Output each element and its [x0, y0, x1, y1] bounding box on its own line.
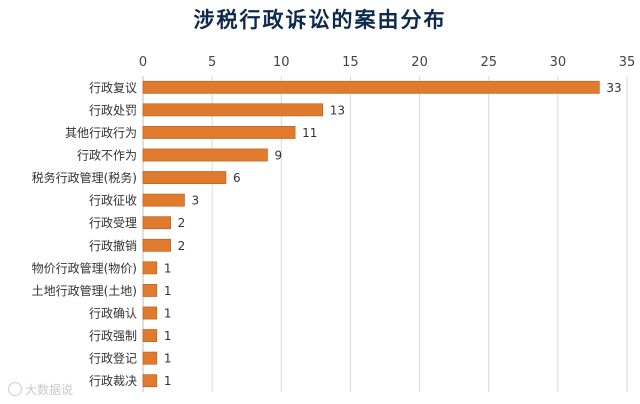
bar — [142, 193, 185, 207]
data-label: 1 — [164, 307, 172, 321]
x-tick-label: 30 — [550, 55, 567, 70]
category-label: 其他行政行为 — [65, 126, 137, 140]
category-label: 行政强制 — [89, 329, 137, 343]
category-label: 行政登记 — [89, 351, 137, 366]
category-label: 行政处罚 — [89, 103, 137, 117]
watermark-text: 大数据说 — [25, 383, 74, 397]
x-tick-label: 35 — [619, 55, 636, 70]
data-label: 2 — [178, 239, 186, 253]
category-label: 行政不作为 — [77, 149, 137, 163]
data-label: 1 — [164, 261, 172, 275]
bar — [142, 351, 158, 365]
bar — [142, 126, 296, 139]
category-label: 税务行政管理(税务) — [32, 170, 137, 185]
category-label: 土地行政管理(土地) — [32, 283, 137, 298]
category-label: 物价行政管理(物价) — [32, 260, 137, 275]
bar — [142, 284, 158, 297]
data-label: 3 — [191, 194, 199, 208]
bar — [142, 80, 600, 94]
chart-title: 涉税行政诉讼的案由分布 — [193, 7, 447, 32]
category-label: 行政复议 — [89, 81, 137, 95]
data-label: 1 — [164, 374, 172, 388]
bar — [142, 329, 158, 342]
category-label: 行政受理 — [89, 216, 137, 230]
category-label: 行政裁决 — [89, 374, 137, 388]
x-tick-label: 5 — [208, 55, 216, 70]
bar — [142, 261, 158, 275]
data-label: 9 — [274, 149, 282, 163]
bar — [142, 374, 158, 388]
category-label: 行政确认 — [89, 307, 137, 321]
watermark-logo-icon — [8, 382, 22, 396]
x-tick-label: 0 — [139, 55, 147, 70]
data-label: 33 — [606, 81, 621, 95]
bar — [142, 306, 158, 320]
bar — [142, 103, 324, 117]
bar — [142, 238, 171, 252]
data-label: 11 — [302, 126, 317, 140]
data-label: 1 — [164, 329, 172, 343]
x-tick-label: 10 — [273, 55, 290, 70]
bar — [142, 148, 268, 162]
data-label: 1 — [164, 352, 172, 366]
category-label: 行政撤销 — [89, 238, 137, 253]
bar — [142, 216, 171, 230]
x-tick-label: 25 — [480, 55, 497, 70]
data-label: 13 — [330, 103, 345, 117]
category-label: 行政征收 — [89, 194, 137, 208]
bar — [142, 171, 227, 184]
watermark: 大数据说 — [8, 381, 73, 398]
data-label: 1 — [164, 284, 172, 298]
data-label: 6 — [233, 171, 241, 185]
x-tick-label: 15 — [342, 55, 359, 70]
x-tick-label: 20 — [411, 55, 428, 70]
data-label: 2 — [178, 216, 186, 230]
